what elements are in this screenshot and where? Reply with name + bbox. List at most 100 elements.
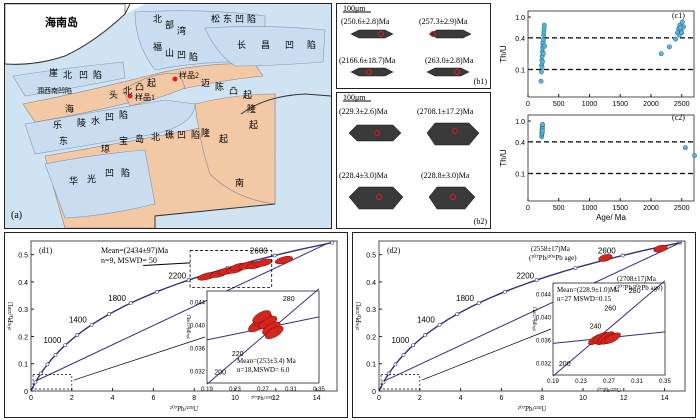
- region-label: 起: [147, 78, 157, 88]
- region-label: 礁: [165, 130, 175, 140]
- x-tick-label: 10: [579, 395, 587, 402]
- inset-age-label: 200: [214, 369, 226, 376]
- highlight-box: [189, 250, 273, 288]
- sample-1-label: 样品1: [135, 93, 155, 102]
- data-point: [539, 128, 545, 134]
- age-marker: [89, 322, 94, 327]
- region-label: 华: [69, 176, 79, 186]
- data-ellipse: [598, 254, 613, 262]
- y-tick-label: 0.1: [515, 172, 525, 179]
- region-label: 乐: [53, 120, 63, 130]
- region-label: 陷: [119, 110, 129, 120]
- panel-label: (d2): [387, 246, 401, 255]
- inset-annotation: n=27 MSWD=0.15: [557, 295, 612, 303]
- region-label: 长: [237, 40, 247, 50]
- y-tick-label: 0.4: [366, 280, 376, 287]
- inset-x-axis-label: ²⁰⁷Pb/²³⁵U: [251, 395, 276, 402]
- x-tick-label: 1500: [612, 205, 628, 212]
- region-label: 凹: [79, 70, 89, 80]
- region-label: 陷: [121, 168, 131, 178]
- inset-y-tick-label: 0.040: [190, 324, 206, 330]
- region-label: 部: [165, 20, 175, 30]
- region-label: 陷: [247, 14, 257, 24]
- inset-age-label: 220: [232, 351, 244, 358]
- inset-y-axis-label: ²⁰⁶Pb/²³⁸U: [186, 314, 193, 339]
- inset-x-tick-label: 0.31: [631, 379, 643, 385]
- inset-y-tick-label: 0.044: [536, 293, 552, 299]
- inset-ellipse: [252, 310, 271, 324]
- zircon-panel-b2: 100μm (229.3±2.6)Ma (2708.1±17.2)Ma (228…: [336, 92, 491, 229]
- x-tick-label: 8: [192, 395, 196, 402]
- region-label: 陷: [93, 70, 103, 80]
- inset-ellipse: [604, 332, 621, 344]
- inset-y-axis-label: ²⁰⁶Pb/²³⁸U: [532, 306, 539, 331]
- region-label: 水: [91, 116, 101, 126]
- data-point: [692, 153, 697, 158]
- age-marker: [423, 333, 428, 338]
- x-tick-label: 1500: [612, 101, 628, 108]
- thu-plots: 1.0 0.4 0.1 0 500 1000 1500 2000 2500 Th/U 1.0 0.4 0…: [494, 3, 698, 229]
- map-panel: 海南岛 北 部 湾 松 东 凹 陷 福 山 凹 陷 长 昌 凹 陷 崖 北 凹 …: [4, 3, 332, 229]
- region-label: 陈: [215, 82, 225, 92]
- island-label: 海南岛: [45, 17, 78, 29]
- region-label: 迈: [201, 78, 211, 88]
- y-tick-label: 0.1: [18, 362, 28, 369]
- zoom-box: [32, 374, 73, 390]
- x-tick-label: 12: [620, 395, 628, 402]
- age-marker: [411, 343, 416, 348]
- y-tick-label: 0: [372, 389, 376, 396]
- age-marker: [381, 380, 386, 385]
- panel-label: (d1): [39, 246, 53, 255]
- x-tick-label: 4: [111, 395, 115, 402]
- inset-annotation: Mean=(253±3.4) Ma: [237, 357, 297, 365]
- inset-pointer: [421, 328, 552, 381]
- panel-label: (c2): [672, 113, 685, 122]
- y-tick-label: 0: [24, 389, 28, 396]
- age-marker: [33, 380, 38, 385]
- region-label: 南: [235, 178, 245, 188]
- age-marker: [573, 266, 578, 270]
- x-tick-label: 4: [459, 395, 463, 402]
- x-tick-label: 500: [553, 101, 565, 108]
- age-marker: [75, 333, 80, 338]
- age-marker: [107, 312, 112, 317]
- inset-y-tick-label: 0.032: [190, 370, 206, 376]
- data-point: [538, 78, 544, 84]
- inset-age-label: 260: [604, 306, 616, 313]
- data-point: [542, 43, 548, 49]
- age-label: 2200: [516, 271, 534, 280]
- region-label: 陷: [191, 130, 201, 140]
- x-tick-label: 2: [418, 395, 422, 402]
- zircon-images-b2: [343, 100, 480, 210]
- region-label: 宝: [119, 136, 129, 146]
- annotation: (²⁰⁷Pb/²⁰⁶Pb age): [615, 284, 663, 292]
- region-label: 崖: [49, 68, 59, 78]
- inset-concordia: [552, 280, 666, 377]
- data-point: [679, 19, 685, 25]
- plot-frame: [30, 240, 338, 392]
- inset-x-tick-label: 0.23: [575, 379, 587, 385]
- data-point: [679, 30, 685, 36]
- sample-2-label: 样品2: [179, 71, 199, 80]
- x-tick-label: 0: [526, 101, 530, 108]
- inset-y-tick-label: 0.036: [190, 347, 206, 353]
- region-label: 头: [109, 90, 119, 100]
- region-label: 隆: [201, 128, 211, 138]
- age-marker: [476, 301, 481, 306]
- data-point: [682, 145, 688, 151]
- x-tick-label: 8: [540, 395, 544, 402]
- concordia-panel-d2: 0 2 4 6 8 10 12 14 0 0.1 0.2 0.3 0.4 0.5 ²⁰⁷Pb/²³⁵U ²⁰⁶…: [352, 232, 696, 418]
- zoom-box: [380, 374, 421, 390]
- region-label: 陷: [189, 52, 199, 62]
- concordia-chart-d2: 0 2 4 6 8 10 12 14 0 0.1 0.2 0.3 0.4 0.5 ²⁰⁷Pb/²³⁵U ²⁰⁶…: [355, 240, 686, 413]
- y-tick-label: 0.5: [366, 253, 376, 260]
- age-label: 2200: [168, 271, 186, 280]
- zircon-age-label: (228.8±3.0)Ma: [421, 171, 470, 180]
- y-tick-label: 0.3: [366, 307, 376, 314]
- annotation-arrow: [143, 262, 191, 267]
- age-marker: [401, 353, 406, 357]
- panel-label: (c1): [672, 11, 685, 20]
- y-tick-label: 0.1: [515, 68, 525, 75]
- x-axis-label: ²⁰⁷Pb/²³⁵U: [518, 405, 546, 413]
- age-marker: [53, 353, 58, 357]
